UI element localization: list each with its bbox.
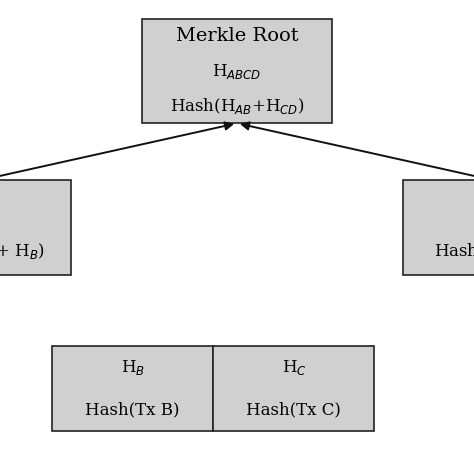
Bar (0, 180, 71, 275)
Bar (52, 346, 213, 431)
Text: H$_{ABCD}$: H$_{ABCD}$ (212, 62, 262, 81)
Text: Merkle Root: Merkle Root (176, 27, 298, 46)
Bar (142, 19, 332, 123)
Bar (213, 346, 374, 431)
Text: H$_B$: H$_B$ (121, 358, 145, 377)
Text: Hash(H$_{AB}$+H$_{CD}$): Hash(H$_{AB}$+H$_{CD}$) (170, 96, 304, 116)
Text: H$_C$: H$_C$ (282, 358, 306, 377)
Bar (403, 180, 474, 275)
Text: Hash(H$_A$ + H$_B$): Hash(H$_A$ + H$_B$) (0, 241, 45, 261)
Text: Hash(Tx C): Hash(Tx C) (246, 401, 341, 419)
Text: Hash(H$_C$+H$_D$): Hash(H$_C$+H$_D$) (434, 241, 474, 261)
Text: Hash(Tx B): Hash(Tx B) (85, 401, 180, 419)
